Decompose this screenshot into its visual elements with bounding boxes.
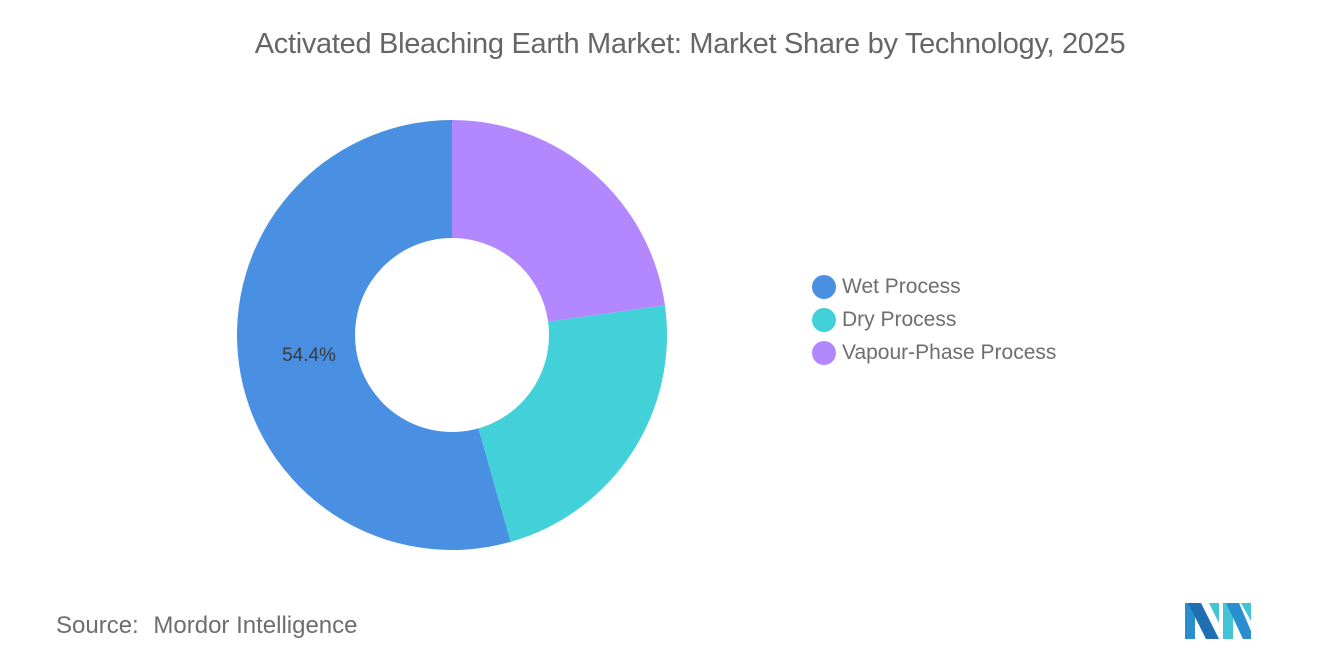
mordor-intelligence-logo-icon — [1185, 603, 1251, 639]
source-label: Source: — [56, 612, 139, 639]
legend-swatch-icon — [812, 274, 836, 299]
chart-title: Activated Bleaching Earth Market: Market… — [254, 28, 1126, 60]
legend: Wet Process Dry Process Vapour-Phase Pro… — [812, 270, 1056, 369]
legend-item-dry-process[interactable]: Dry Process — [812, 303, 1056, 336]
legend-swatch-icon — [812, 307, 836, 332]
legend-item-vapour-phase-process[interactable]: Vapour-Phase Process — [812, 336, 1056, 369]
source-value: Mordor Intelligence — [153, 612, 358, 639]
legend-label: Dry Process — [842, 307, 957, 331]
legend-swatch-icon — [812, 340, 836, 365]
source-note: Source: Mordor Intelligence — [56, 612, 358, 640]
legend-label: Wet Process — [842, 274, 961, 298]
donut-hole — [355, 238, 549, 432]
legend-label: Vapour-Phase Process — [842, 340, 1057, 364]
slice-label-wet-process: 54.4% — [282, 345, 336, 366]
legend-item-wet-process[interactable]: Wet Process — [812, 270, 1056, 303]
